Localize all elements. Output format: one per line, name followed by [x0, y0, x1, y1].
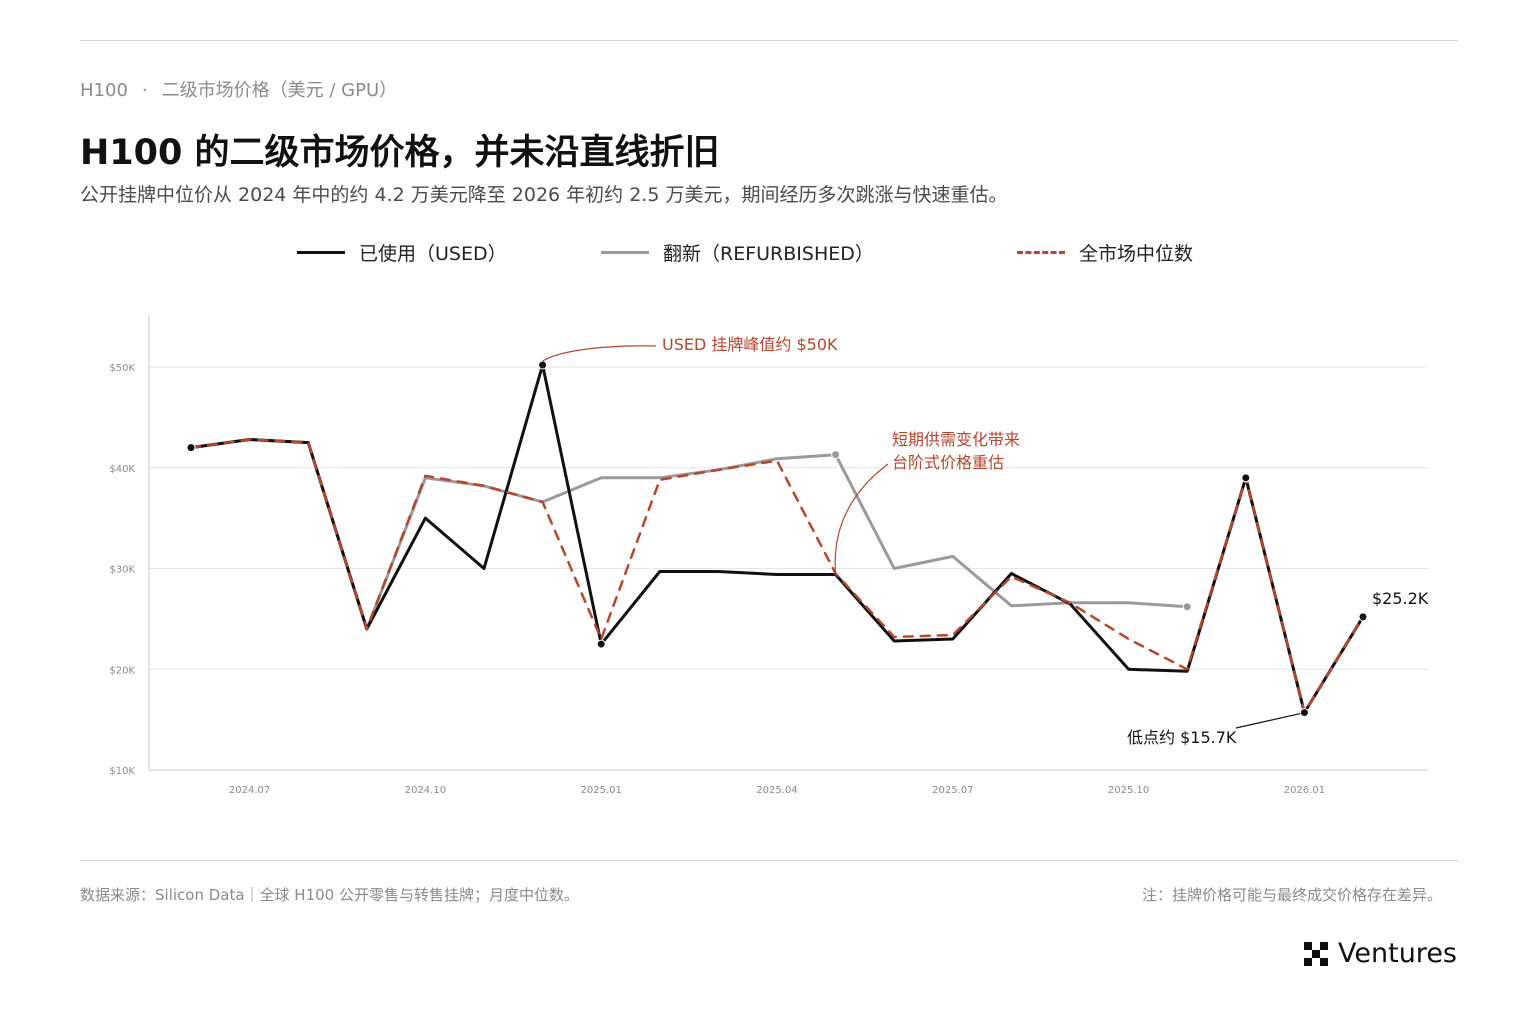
y-tick-label: $20K — [109, 665, 135, 676]
chart-title: H100 的二级市场价格，并未沿直线折旧 — [80, 133, 720, 173]
y-tick-label: $40K — [109, 464, 135, 475]
annotation-leader-repricing — [834, 463, 889, 574]
data-source: 数据来源：Silicon Data｜全球 H100 公开零售与转售挂牌；月度中位… — [80, 886, 579, 904]
legend-refurbished: 翻新（REFURBISHED） — [601, 238, 874, 266]
annotation-leader-low — [1235, 712, 1301, 729]
series-line-used — [189, 363, 1365, 715]
chart-subtitle: 公开挂牌中位价从 2024 年中的约 4.2 万美元降至 2026 年初约 2.… — [80, 184, 1008, 206]
legend-swatch-used — [297, 250, 345, 254]
annotation-last-value: $25.2K — [1372, 589, 1429, 608]
annotation-peak: USED 挂牌峰值约 $50K — [662, 335, 838, 354]
legend-label-used: 已使用（USED） — [359, 242, 507, 265]
chart-kicker: H100 · 二级市场价格（美元 / GPU） — [80, 76, 397, 102]
legend-used: 已使用（USED） — [297, 238, 507, 266]
series-line-market — [189, 438, 1365, 714]
x-tick-label: 2024.07 — [229, 785, 270, 796]
x-tick-label: 2025.07 — [932, 785, 973, 796]
x-tick-label: 2025.01 — [581, 785, 622, 796]
data-point-refurbished — [831, 450, 841, 460]
brand-mark: Ventures — [1304, 938, 1457, 969]
x-tick-label: 2025.10 — [1108, 785, 1149, 796]
footnote: 注：挂牌价格可能与最终成交价格存在差异。 — [1141, 886, 1442, 904]
data-point-used — [596, 639, 606, 649]
x-tick-label: 2024.10 — [405, 785, 446, 796]
brand-name: Ventures — [1338, 938, 1457, 969]
annotation-leader-peak — [542, 345, 657, 362]
kicker-text: 二级市场价格（美元 / GPU） — [161, 80, 398, 101]
y-tick-label: $30K — [109, 565, 135, 576]
y-tick-label: $10K — [109, 766, 135, 777]
x-tick-label: 2026.01 — [1284, 785, 1325, 796]
annotation-repricing-line2: 台阶式价格重估 — [892, 453, 1004, 472]
brand-logo-icon — [1304, 941, 1329, 966]
legend-swatch-market — [1017, 250, 1065, 254]
top-rule — [80, 40, 1458, 41]
data-point-used — [1358, 612, 1368, 622]
annotation-low: 低点约 $15.7K — [1127, 728, 1237, 747]
annotation-repricing-line1: 短期供需变化带来 — [892, 430, 1020, 449]
data-point-used — [186, 443, 196, 453]
data-point-used — [1299, 708, 1309, 718]
kicker-model: H100 — [80, 80, 128, 101]
data-point-used — [1241, 473, 1251, 483]
legend-market: 全市场中位数 — [1017, 238, 1193, 266]
legend-label-market: 全市场中位数 — [1079, 242, 1194, 265]
legend-swatch-refurbished — [601, 250, 649, 254]
y-tick-label: $50K — [109, 363, 135, 374]
x-tick-label: 2025.04 — [756, 785, 797, 796]
data-point-used — [538, 360, 548, 370]
legend-label-refurbished: 翻新（REFURBISHED） — [663, 242, 874, 265]
bottom-rule — [80, 860, 1458, 861]
kicker-separator: · — [141, 80, 148, 101]
data-point-refurbished — [1182, 602, 1192, 612]
